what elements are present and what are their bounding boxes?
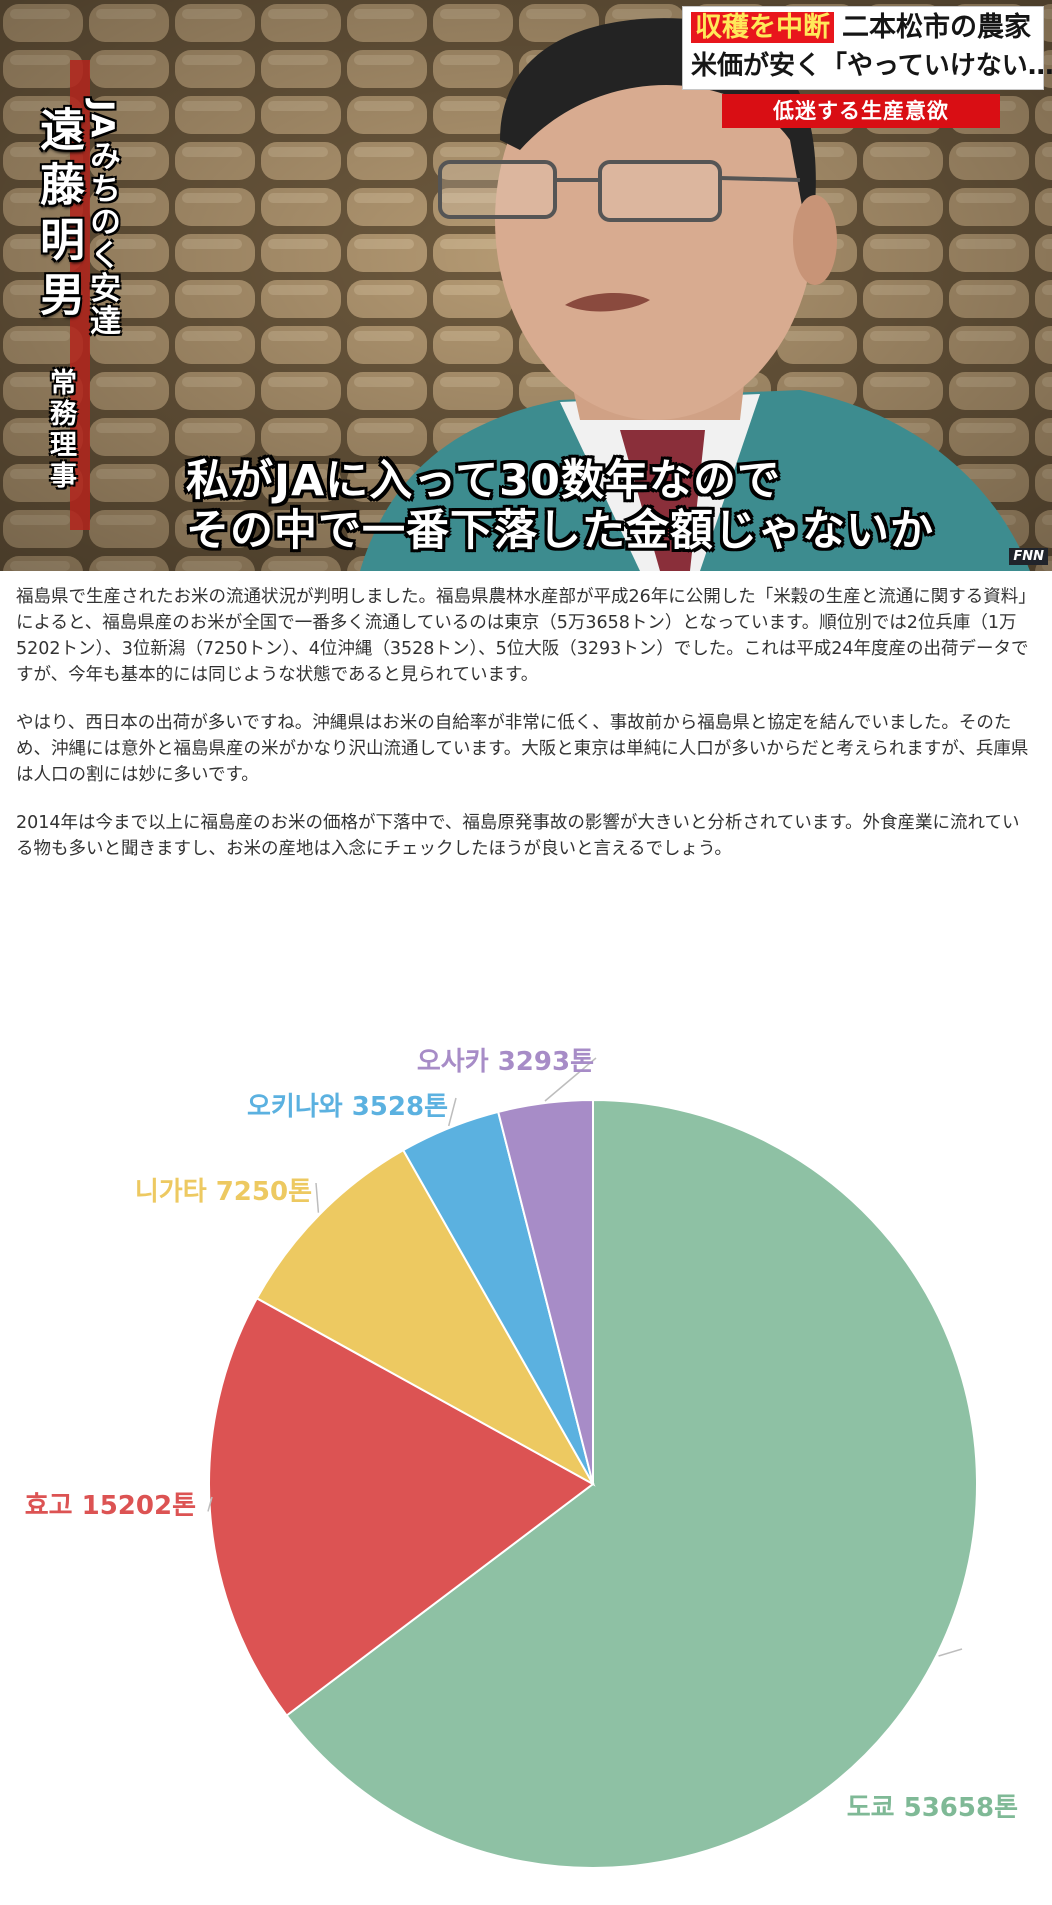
pie-leader-line (207, 1496, 213, 1512)
person-name: 遠藤明男 (32, 106, 85, 326)
headline-box: 収穫を中断 二本松市の農家 米価が安く「やっていけない…」 (682, 6, 1052, 90)
subtitle-line-2: その中で一番下落した金額じゃないか (186, 506, 934, 556)
person-organization: JAみちのく安達 (84, 100, 120, 338)
person-title: 常務理事 (45, 368, 76, 492)
pie-leader-line (938, 1648, 963, 1657)
article-body: 福島県で生産されたお米の流通状況が判明しました。福島県農林水産部が平成26年に公… (16, 584, 1034, 884)
pie-slice (496, 1098, 594, 1485)
news-screenshot: 収穫を中断 二本松市の農家 米価が安く「やっていけない…」 低迷する生産意欲 遠藤… (0, 0, 1052, 571)
pie-chart-svg: 도쿄 53658톤 효고 15202톤 니가타 7250톤 오키나와 3528톤 오사카… (25, 1047, 1018, 1869)
article-paragraph-3: 2014年は今まで以上に福島産のお米の価格が下落中で、福島原発事故の影響が大きい… (16, 813, 1020, 859)
pie-slice (255, 1148, 596, 1487)
headline-line2: 米価が安く「やっていけない…」 (691, 51, 1052, 81)
pie-slice-label: 효고 15202톤 (25, 1491, 196, 1521)
article-paragraph-1: 福島県で生産されたお米の流通状況が判明しました。福島県農林水産部が平成26年に公… (16, 587, 1029, 685)
pie-slice-label: 도쿄 53658톤 (847, 1793, 1018, 1823)
article-paragraph-2: やはり、西日本の出荷が多いですね。沖縄県はお米の自給率が非常に低く、事故前から福… (16, 713, 1029, 785)
pie-slice-label: 오키나와 3528톤 (247, 1092, 448, 1122)
red-caption-bar: 低迷する生産意欲 (722, 94, 1000, 128)
pie-leader-line (544, 1057, 597, 1102)
headline-text: 二本松市の農家 (842, 12, 1031, 43)
pie-slice-label: 오사카 3293톤 (417, 1047, 594, 1077)
pie-chart: 도쿄 53658톤 효고 15202톤 니가타 7250톤 오키나와 3528톤 오사카… (0, 1000, 1052, 1905)
subtitle: 私がJAに入って30数年なので その中で一番下落した金額じゃないか (186, 456, 1036, 556)
pie-slice (208, 1296, 595, 1717)
headline-tag: 収穫を中断 (691, 12, 834, 43)
pie-slice (285, 1098, 978, 1869)
pie-leader-line (447, 1097, 457, 1127)
subtitle-line-1: 私がJAに入って30数年なので (186, 456, 781, 506)
network-logo: FNN (1009, 548, 1048, 565)
pie-leader-line (315, 1182, 320, 1213)
pie-slice-label: 니가타 7250톤 (135, 1177, 312, 1207)
